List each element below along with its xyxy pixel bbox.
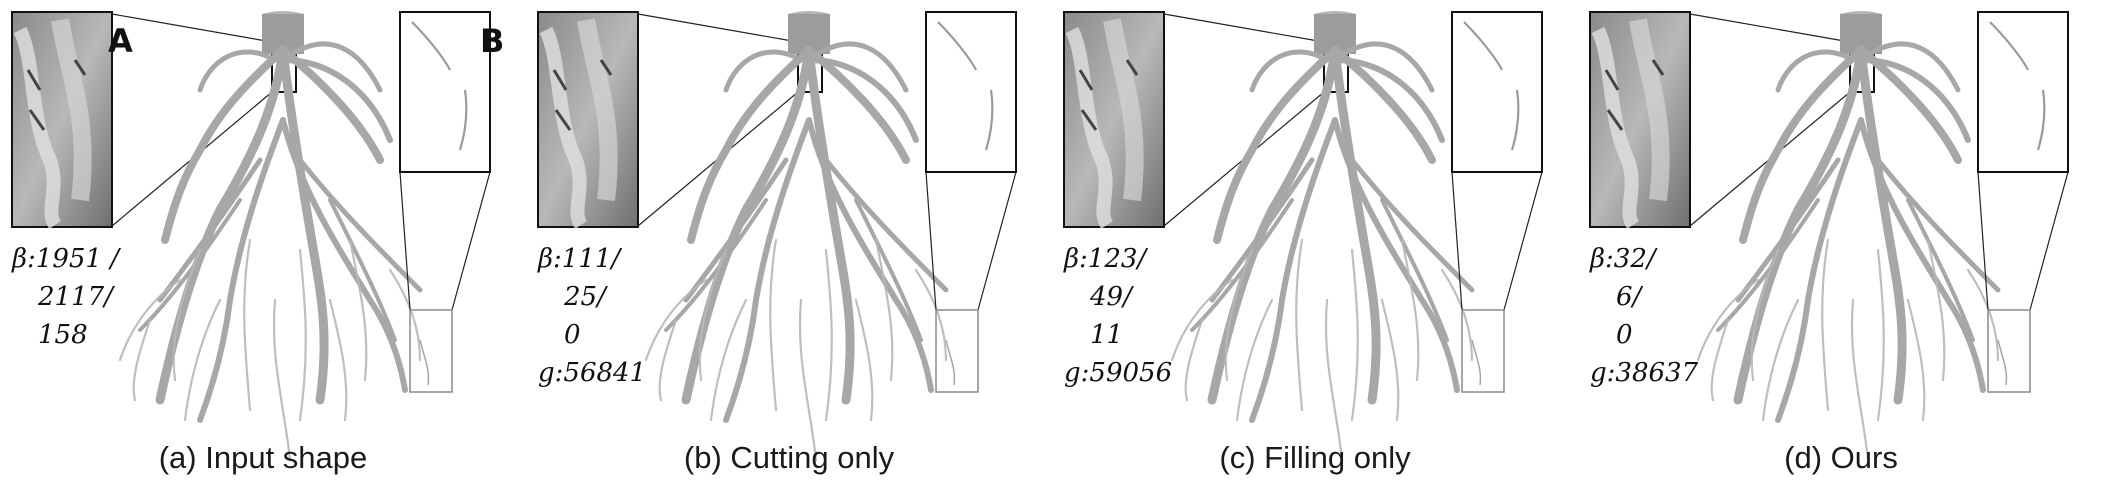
panel-letter-b: B	[480, 22, 505, 60]
caption-b: (b) Cutting only	[683, 440, 895, 475]
panel-a: β:1951 / 2117/ 158 A B (a) Input shape	[0, 0, 526, 492]
stat-line: β:123/	[1064, 244, 1147, 274]
stat-line: g:56841	[538, 358, 647, 388]
caption-a: (a) Input shape	[158, 440, 368, 475]
panel-b-stats: β:111/ 25/ 0 g:56841	[538, 240, 646, 392]
stat-line: 2117/	[38, 282, 113, 312]
stat-line: 0	[1616, 320, 1633, 350]
panel-d: β:32/ 6/ 0 g:38637 (d) Ours	[1578, 0, 2104, 492]
panel-a-stats: β:1951 / 2117/ 158	[12, 240, 119, 354]
stat-line: 25/	[564, 282, 606, 312]
panel-c: β:123/ 49/ 11 g:59056 (c) Filling only	[1052, 0, 1578, 492]
stat-line: 49/	[1090, 282, 1132, 312]
stat-line: g:59056	[1064, 358, 1173, 388]
stat-line: β:32/	[1590, 244, 1656, 274]
panel-letter-a: A	[108, 22, 133, 60]
panel-b: β:111/ 25/ 0 g:56841 (b) Cutting only	[526, 0, 1052, 492]
caption-d: (d) Ours	[1784, 440, 1898, 475]
stat-line: 6/	[1616, 282, 1642, 312]
stat-line: 0	[564, 320, 581, 350]
stat-line: β:111/	[538, 244, 621, 274]
stat-line: β:1951 /	[12, 244, 119, 274]
stat-line: 11	[1090, 320, 1124, 350]
caption-c: (c) Filling only	[1219, 440, 1411, 475]
panel-c-stats: β:123/ 49/ 11 g:59056	[1064, 240, 1172, 392]
panel-d-stats: β:32/ 6/ 0 g:38637	[1590, 240, 1698, 392]
stat-line: g:38637	[1590, 358, 1699, 388]
stat-line: 158	[38, 320, 88, 350]
